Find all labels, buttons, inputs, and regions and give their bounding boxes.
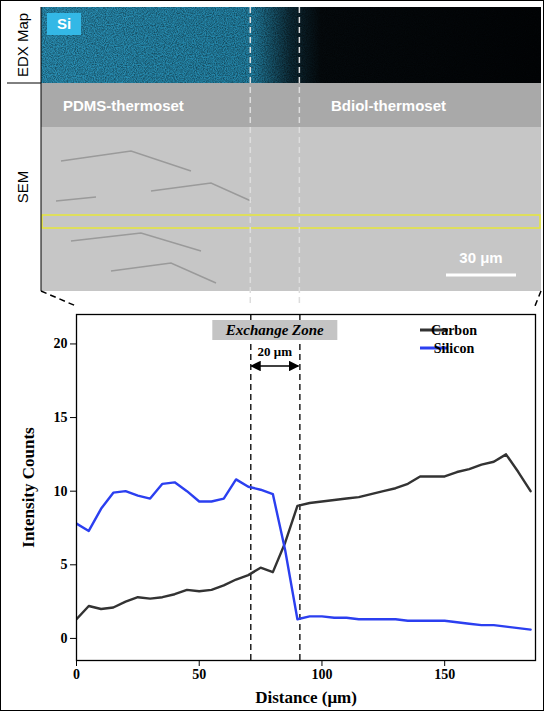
svg-text:0: 0 (73, 667, 80, 682)
svg-text:0: 0 (61, 631, 68, 646)
svg-text:150: 150 (434, 667, 455, 682)
svg-text:PDMS-thermoset: PDMS-thermoset (63, 97, 184, 114)
svg-text:SEM: SEM (14, 171, 31, 204)
svg-text:100: 100 (311, 667, 332, 682)
svg-text:15: 15 (54, 410, 68, 425)
svg-text:Exchange Zone: Exchange Zone (225, 322, 324, 338)
svg-text:20: 20 (54, 336, 68, 351)
svg-text:Silicon: Silicon (434, 341, 475, 356)
svg-text:50: 50 (192, 667, 206, 682)
svg-text:Bdiol-thermoset: Bdiol-thermoset (331, 97, 446, 114)
svg-text:10: 10 (54, 484, 68, 499)
svg-text:EDX Map: EDX Map (14, 13, 31, 77)
svg-text:5: 5 (61, 557, 68, 572)
svg-text:30 μm: 30 μm (459, 249, 502, 266)
svg-text:Distance (μm): Distance (μm) (255, 688, 357, 707)
svg-text:20 μm: 20 μm (258, 344, 293, 359)
svg-text:Carbon: Carbon (431, 323, 477, 338)
svg-text:Intensity Counts: Intensity Counts (19, 427, 38, 548)
svg-text:Si: Si (57, 15, 71, 32)
